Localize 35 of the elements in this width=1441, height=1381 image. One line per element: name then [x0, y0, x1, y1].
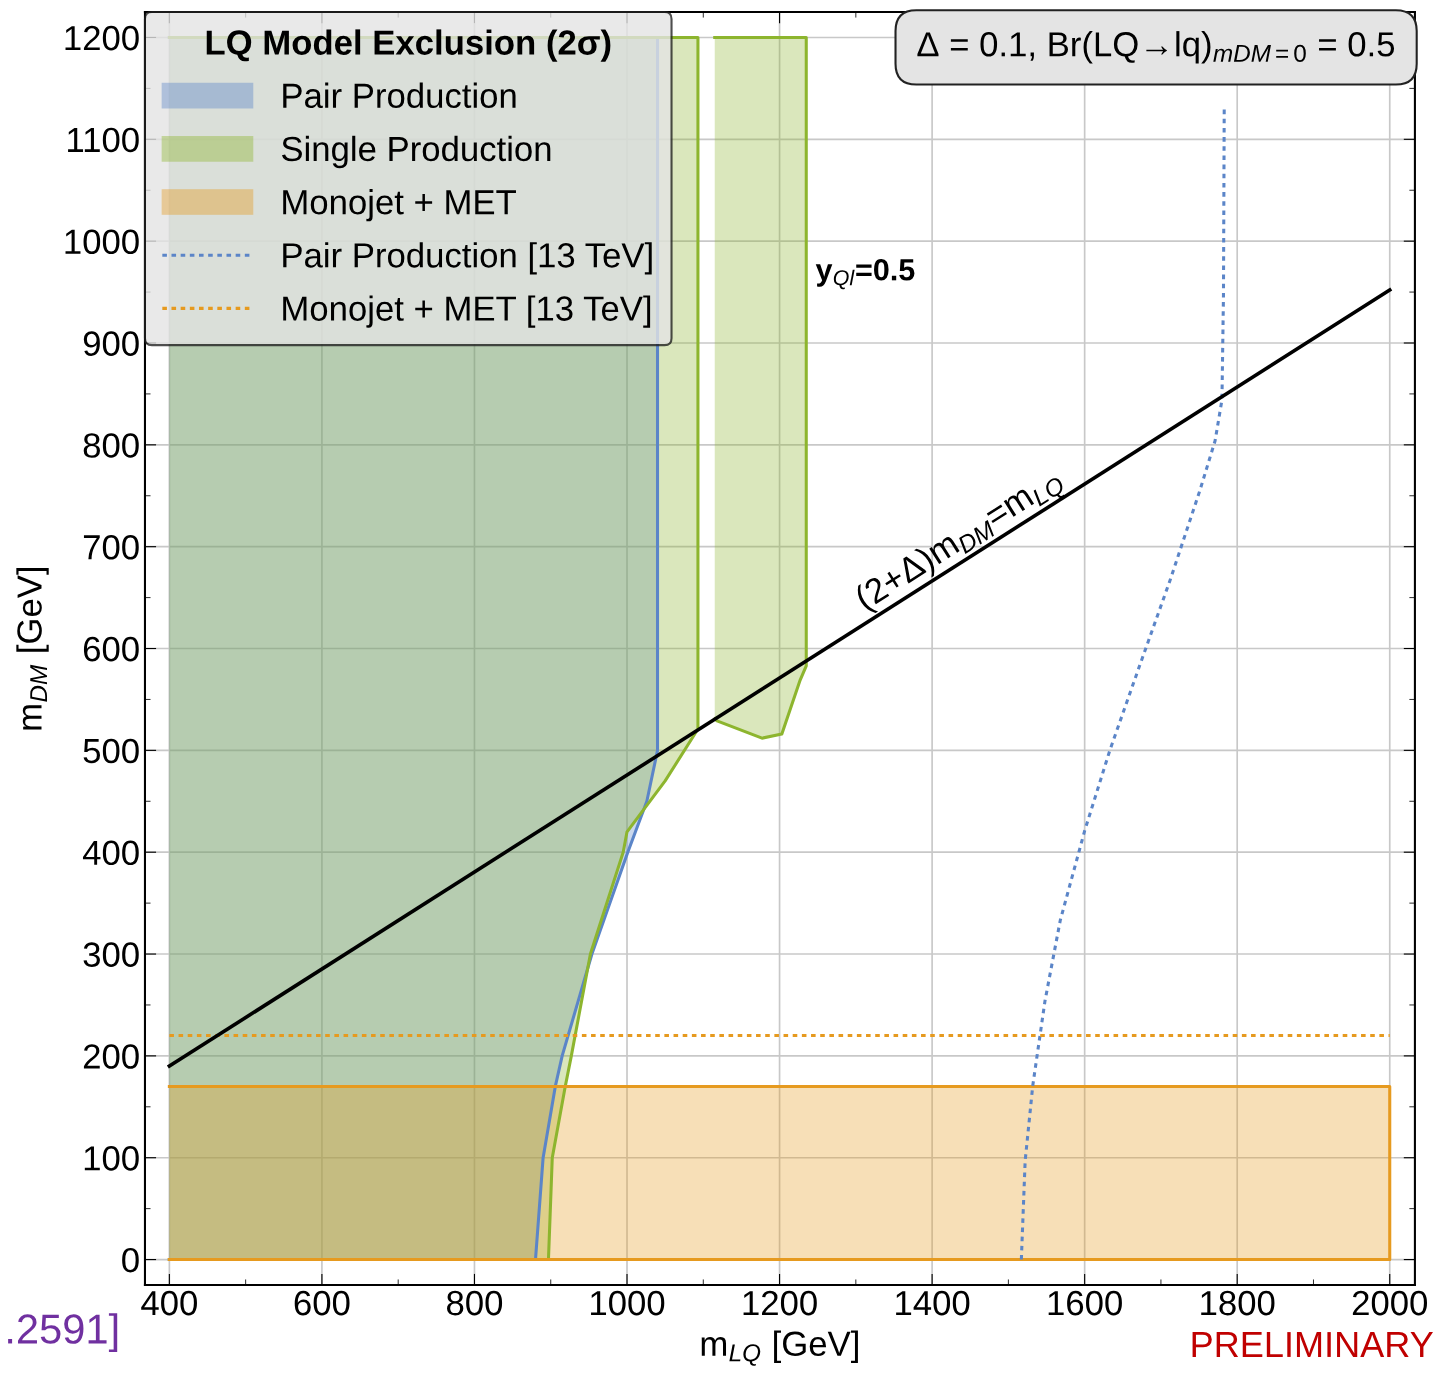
x-tick-label: 1000	[591, 1290, 665, 1316]
x-tick-label: 1600	[1048, 1290, 1122, 1316]
x-tick-label: 400	[141, 1290, 197, 1316]
y-tick-label: 200	[83, 1044, 139, 1069]
y-tick-label: 700	[83, 535, 139, 560]
y-tick-label: 500	[83, 738, 139, 764]
legend-label: Single Production	[281, 135, 551, 169]
annotation: y$_{Ql}$=0.5	[815, 258, 915, 290]
annotation: Δ = 0.1, Br(LQ→lq)$_{mDM=0}$ = 0.5	[917, 31, 1395, 64]
legend-label: Monojet + MET [13 TeV]	[283, 295, 651, 328]
y-tick-label: 1100	[68, 127, 139, 153]
text: .2591]	[8, 1313, 118, 1353]
y-tick-label: 400	[82, 840, 139, 866]
legend-label: Pair Production [13 TeV]	[283, 242, 652, 275]
x-tick-label: 800	[447, 1290, 503, 1316]
text: PRELIMINARY	[1192, 1332, 1433, 1357]
y-tick-label: 800	[83, 433, 139, 458]
x-tick-label: 2000	[1352, 1290, 1428, 1316]
y-tick-label: 1200	[65, 25, 139, 51]
y-tick-label: 300	[83, 942, 139, 967]
y-tick-label: 100	[84, 1146, 139, 1171]
x-axis-title: m$_{LQ}$ [GeV]	[701, 1330, 858, 1366]
y-tick-label: 600	[83, 636, 139, 662]
legend-label: Pair Production	[283, 82, 516, 109]
legend-label: Monojet + MET	[283, 188, 516, 222]
y-tick-label: 1000	[65, 229, 139, 255]
x-tick-label: 1400	[896, 1290, 970, 1316]
x-tick-label: 600	[294, 1290, 350, 1316]
legend-title: LQ Model Exclusion (2σ)	[206, 29, 611, 62]
x-tick-label: 1800	[1201, 1290, 1275, 1316]
y-tick-label: 0	[122, 1247, 139, 1273]
y-axis-title: m$_{DM}$ [GeV]	[16, 567, 49, 730]
y-tick-label: 900	[83, 331, 139, 356]
x-tick-label: 1200	[743, 1290, 817, 1316]
annotation: (2+Δ)m$_{DM}$=m$_{LQ}$	[852, 464, 1069, 619]
